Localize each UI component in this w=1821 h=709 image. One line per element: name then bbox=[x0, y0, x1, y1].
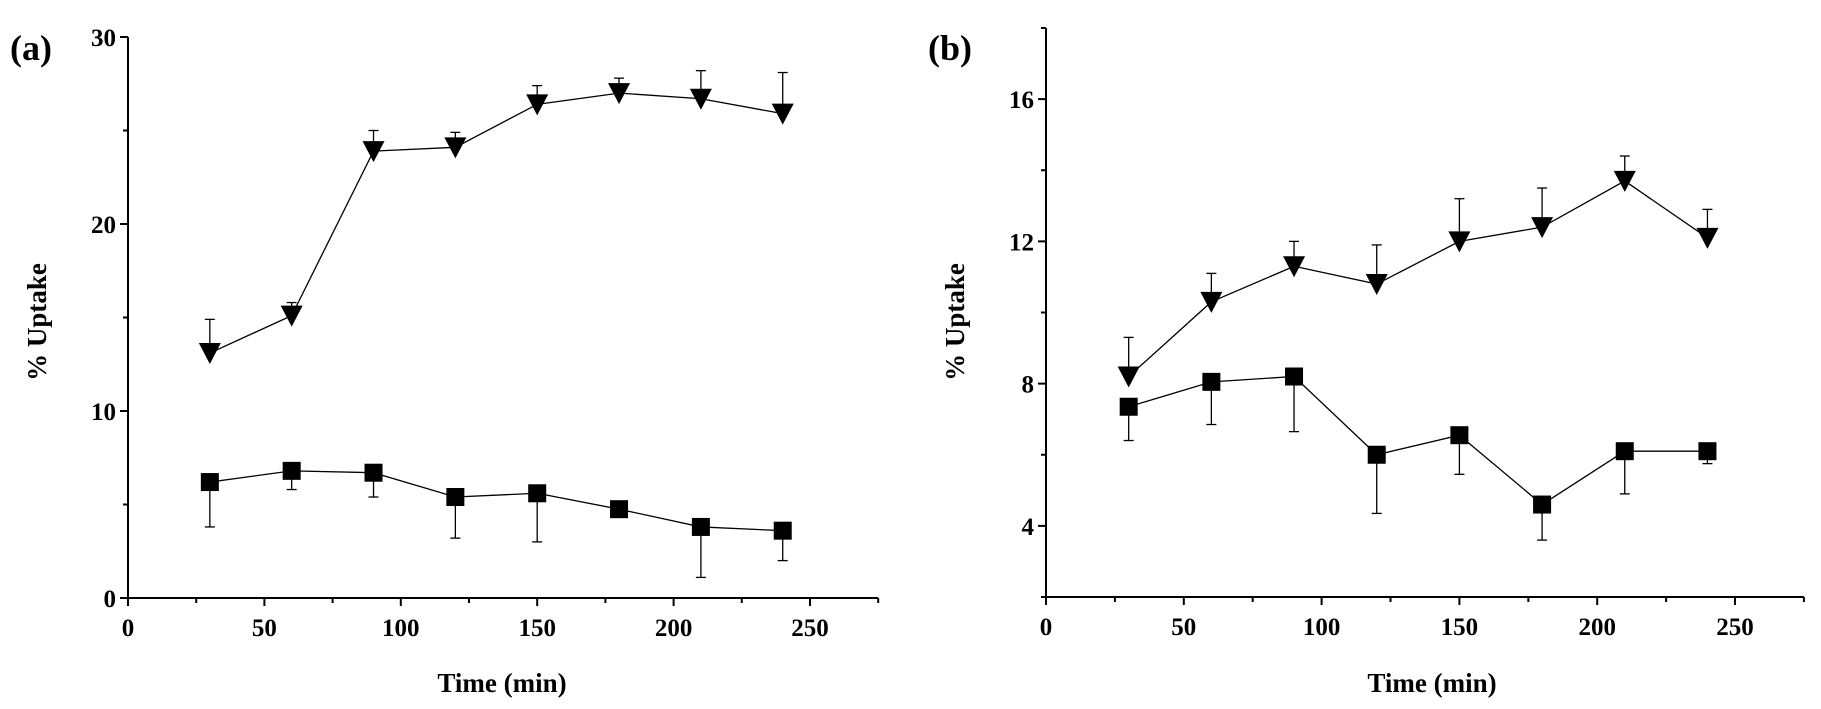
y-tick-label: 16 bbox=[1009, 87, 1034, 114]
triangle-down-marker bbox=[771, 103, 794, 125]
x-tick-label: 50 bbox=[1171, 614, 1196, 641]
triangle-down-marker bbox=[1200, 291, 1223, 313]
square-marker bbox=[1533, 495, 1552, 514]
panel-a: (a) Time (min) % Uptake 0 50 100 150 200 250 0… bbox=[10, 25, 880, 698]
triangle-series-line bbox=[209, 92, 783, 354]
triangle-down-marker bbox=[362, 141, 385, 163]
square-marker bbox=[1119, 397, 1138, 416]
y-tick-label: 10 bbox=[91, 399, 116, 426]
x-tick-label: 50 bbox=[252, 615, 277, 642]
panel-label-b: (b) bbox=[928, 28, 972, 68]
x-tick-label: 100 bbox=[382, 615, 420, 642]
triangle-down-marker bbox=[1117, 366, 1140, 388]
square-marker bbox=[1450, 426, 1469, 445]
triangle-down-marker bbox=[1531, 217, 1554, 239]
square-marker bbox=[610, 500, 629, 519]
y-tick-label: 20 bbox=[91, 212, 116, 239]
x-axis-title-b: Time (min) bbox=[1367, 668, 1496, 698]
x-tick-label: 0 bbox=[122, 615, 135, 642]
square-marker bbox=[1698, 442, 1717, 461]
triangle-down-marker bbox=[198, 343, 221, 365]
triangle-down-marker bbox=[1448, 231, 1471, 253]
square-marker bbox=[1367, 445, 1386, 464]
x-tick-label: 150 bbox=[518, 615, 556, 642]
triangle-down-marker bbox=[608, 83, 631, 105]
square-marker bbox=[1285, 367, 1304, 386]
triangle-down-marker bbox=[1283, 256, 1306, 278]
x-tick-label: 250 bbox=[1716, 614, 1754, 641]
square-marker bbox=[364, 463, 383, 482]
y-axis-title-b: % Uptake bbox=[940, 263, 970, 381]
y-tick-label: 12 bbox=[1009, 229, 1034, 256]
y-tick-label: 8 bbox=[1022, 372, 1035, 399]
panel-b: (b) Time (min) % Uptake 0 50 100 150 200 250 4… bbox=[928, 27, 1805, 698]
square-marker bbox=[691, 517, 710, 536]
square-marker bbox=[446, 488, 465, 507]
square-marker bbox=[282, 461, 301, 480]
triangle-down-marker bbox=[1613, 170, 1636, 192]
square-marker bbox=[773, 521, 792, 540]
y-tick-label: 30 bbox=[91, 25, 116, 52]
x-tick-label: 200 bbox=[655, 615, 693, 642]
square-marker bbox=[1615, 442, 1634, 461]
square-series-line bbox=[1128, 375, 1708, 506]
triangle-down-marker bbox=[526, 94, 549, 116]
square-marker bbox=[1202, 372, 1221, 391]
x-tick-label: 250 bbox=[791, 615, 829, 642]
triangle-down-marker bbox=[444, 137, 467, 159]
triangle-down-marker bbox=[1696, 227, 1719, 249]
x-tick-label: 200 bbox=[1578, 614, 1616, 641]
triangle-down-marker bbox=[280, 305, 303, 327]
square-marker bbox=[200, 473, 219, 492]
triangle-down-marker bbox=[1365, 274, 1388, 296]
x-tick-label: 100 bbox=[1303, 614, 1341, 641]
x-axis-title-a: Time (min) bbox=[437, 668, 566, 698]
x-tick-label: 150 bbox=[1441, 614, 1479, 641]
triangle-series-line bbox=[1128, 180, 1708, 377]
square-marker bbox=[528, 484, 547, 503]
square-series-line bbox=[209, 470, 783, 532]
panel-label-a: (a) bbox=[10, 28, 52, 68]
triangle-down-marker bbox=[689, 88, 712, 110]
y-tick-label: 4 bbox=[1022, 514, 1035, 541]
y-axis-title-a: % Uptake bbox=[22, 263, 52, 381]
y-tick-label: 0 bbox=[104, 586, 117, 613]
x-tick-label: 0 bbox=[1040, 614, 1053, 641]
